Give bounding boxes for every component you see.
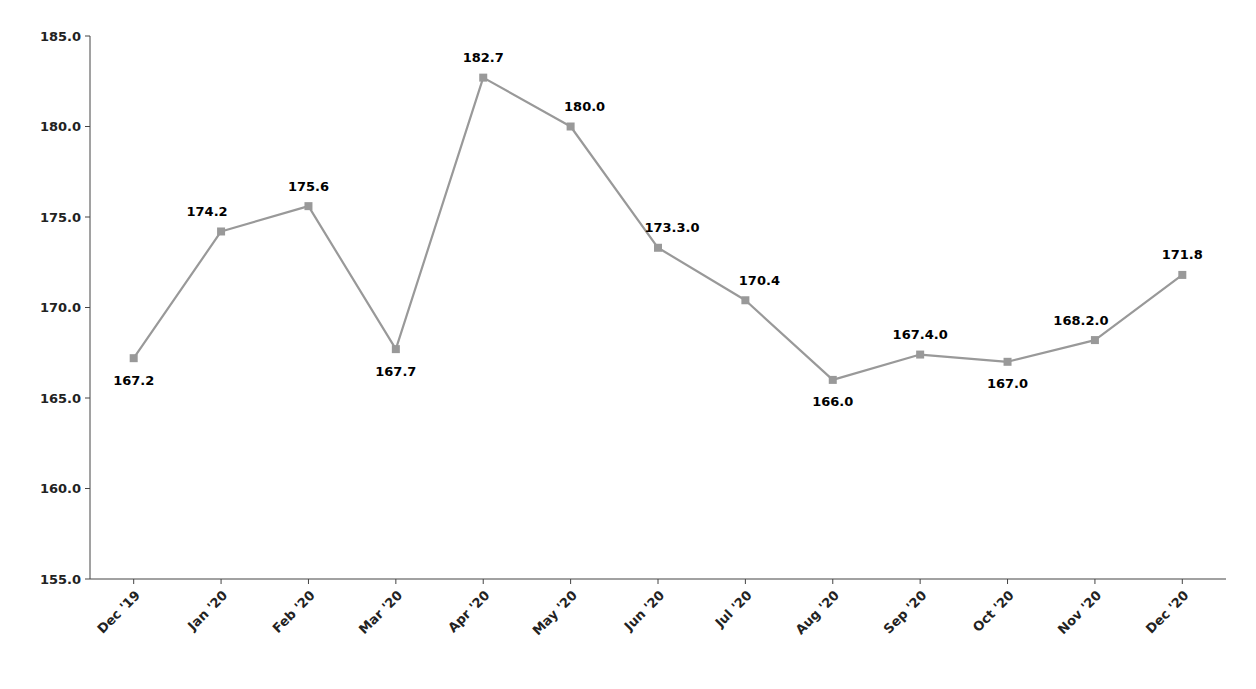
x-tick <box>1182 579 1183 584</box>
y-tick-label: 180.0 <box>40 119 81 134</box>
y-tick-label: 185.0 <box>40 29 81 44</box>
data-label: 170.4 <box>739 273 780 288</box>
marker <box>1091 336 1099 344</box>
x-tick <box>745 579 746 584</box>
chart: 155.0 160.0 165.0 170.0 175.0 180.0 185.0 Dec '… <box>0 0 1256 689</box>
x-tick-label: Mar '20 <box>356 588 405 637</box>
marker <box>479 74 487 82</box>
y-tick <box>85 217 90 218</box>
data-label: 171.8 <box>1162 247 1203 262</box>
marker <box>130 354 138 362</box>
x-tick-label: Dec '19 <box>94 588 143 637</box>
data-label: 167.7 <box>375 364 416 379</box>
x-tick <box>1007 579 1008 584</box>
data-label: 174.2 <box>187 204 228 219</box>
data-label: 166.0 <box>812 394 853 409</box>
x-tick-label: Oct '20 <box>970 588 1017 635</box>
x-tick <box>133 579 134 584</box>
y-tick-label: 175.0 <box>40 210 81 225</box>
marker <box>392 345 400 353</box>
marker <box>829 376 837 384</box>
x-tick-label: May '20 <box>529 588 579 638</box>
data-label: 173.3.0 <box>644 220 699 235</box>
data-label: 175.6 <box>288 179 329 194</box>
x-tick-label: Jul '20 <box>711 588 754 631</box>
y-tick-label: 170.0 <box>40 300 81 315</box>
x-tick <box>395 579 396 584</box>
x-tick <box>308 579 309 584</box>
line <box>134 78 1183 380</box>
marker <box>567 123 575 131</box>
data-label: 168.2.0 <box>1053 313 1108 328</box>
plot-area <box>130 74 1187 384</box>
data-label: 167.4.0 <box>893 327 948 342</box>
y-tick-label: 165.0 <box>40 391 81 406</box>
marker <box>916 351 924 359</box>
x-tick-label: Aug '20 <box>792 588 842 638</box>
x-tick-label: Dec '20 <box>1143 588 1192 637</box>
data-label: 167.2 <box>113 373 154 388</box>
data-label: 182.7 <box>463 50 504 65</box>
data-label: 167.0 <box>987 376 1028 391</box>
y-tick <box>85 307 90 308</box>
marker <box>654 244 662 252</box>
x-tick <box>832 579 833 584</box>
x-tick <box>920 579 921 584</box>
data-label: 180.0 <box>564 99 605 114</box>
y-tick <box>85 36 90 37</box>
x-tick-label: Sep '20 <box>881 588 930 637</box>
y-tick <box>85 398 90 399</box>
x-tick-label: Jun '20 <box>621 588 668 635</box>
marker <box>1178 271 1186 279</box>
x-tick-label: Nov '20 <box>1055 588 1104 637</box>
x-tick-label: Apr '20 <box>445 588 493 636</box>
marker <box>217 227 225 235</box>
x-tick <box>658 579 659 584</box>
y-tick <box>85 579 90 580</box>
x-tick <box>483 579 484 584</box>
y-tick <box>85 488 90 489</box>
marker <box>304 202 312 210</box>
x-tick-label: Jan '20 <box>184 588 230 634</box>
y-tick <box>85 126 90 127</box>
y-tick-label: 155.0 <box>40 572 81 587</box>
marker <box>1004 358 1012 366</box>
marker <box>741 296 749 304</box>
x-tick <box>570 579 571 584</box>
y-tick-label: 160.0 <box>40 481 81 496</box>
x-tick <box>1094 579 1095 584</box>
x-tick <box>221 579 222 584</box>
x-tick-label: Feb '20 <box>270 588 318 636</box>
